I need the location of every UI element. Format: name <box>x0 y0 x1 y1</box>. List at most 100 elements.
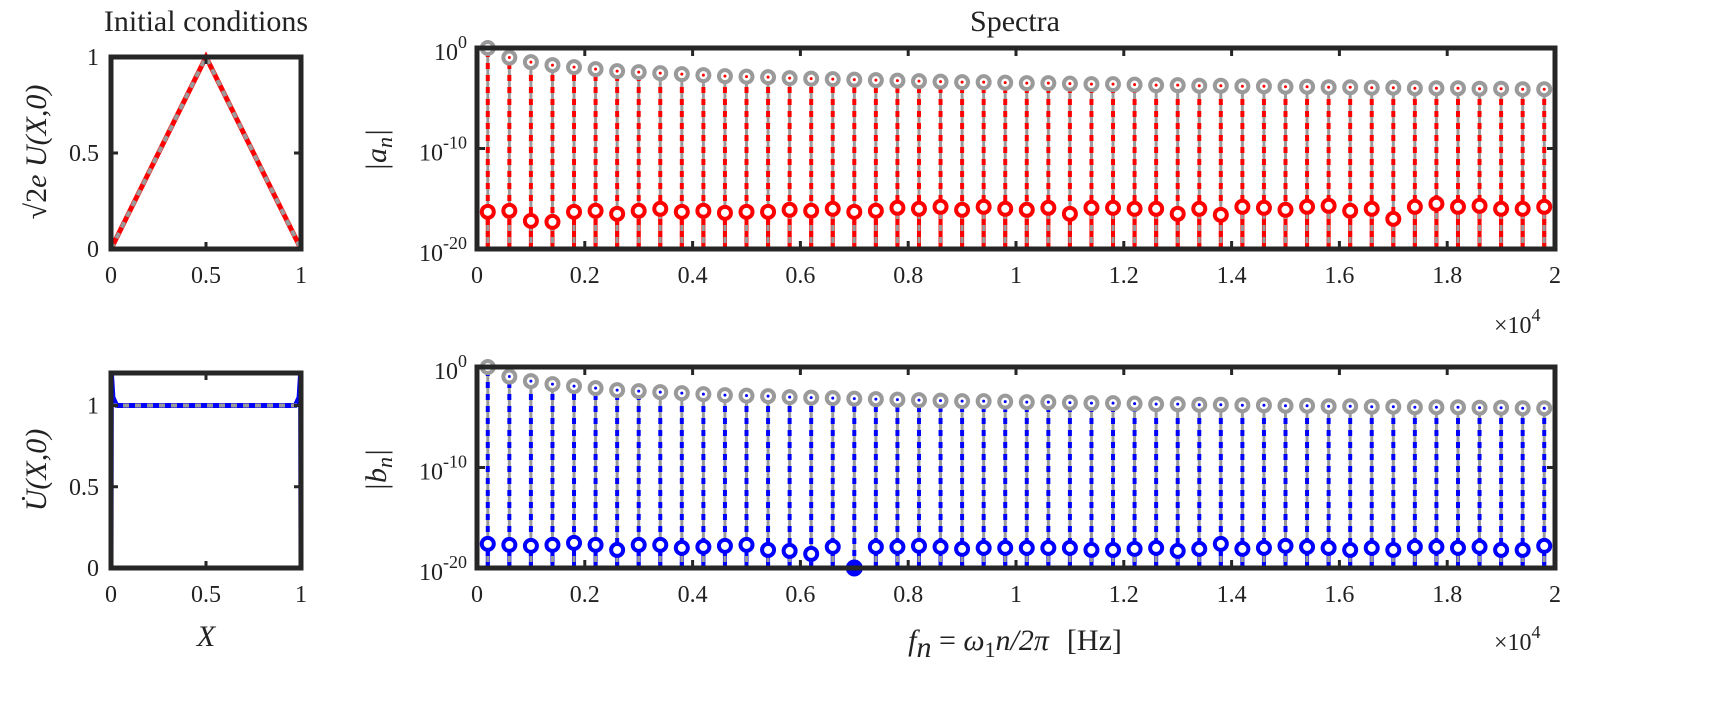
y-tick-label: 10-10 <box>419 452 467 486</box>
initial-displacement-panel: 0 0.5 1 0 0.5 1 <box>69 45 307 289</box>
ylabel-initial-displacement: √2e U(X,0) <box>20 85 53 220</box>
ylabel-b-sub: n <box>372 457 397 468</box>
marker-gray-center <box>1089 82 1093 86</box>
marker-red <box>975 198 992 215</box>
x-tick-label: 0 <box>471 263 483 289</box>
marker-gray-center <box>1370 86 1374 90</box>
marker-gray-center <box>1456 86 1460 90</box>
marker-blue <box>1212 535 1229 552</box>
marker-gray-center <box>723 393 727 397</box>
marker-red <box>1406 198 1423 215</box>
x-tick-label: 0.6 <box>785 582 815 608</box>
marker-gray-center <box>529 379 533 383</box>
marker-red <box>1299 198 1316 215</box>
marker-red <box>846 203 863 220</box>
marker-red <box>1061 205 1078 222</box>
marker-gray-center <box>1068 82 1072 86</box>
x-tick-label: 2 <box>1549 582 1561 608</box>
marker-blue <box>1406 538 1423 555</box>
x-tick-label: 1.6 <box>1324 582 1354 608</box>
marker-gray-center <box>895 79 899 83</box>
marker-red <box>1255 199 1272 216</box>
marker-gray-center <box>1456 405 1460 409</box>
marker-gray-center <box>1219 84 1223 88</box>
marker-red <box>1277 201 1294 218</box>
marker-blue <box>630 536 647 553</box>
marker-gray-center <box>1434 405 1438 409</box>
marker-blue <box>1083 541 1100 558</box>
marker-red <box>1514 200 1531 217</box>
marker-gray-center <box>1327 404 1331 408</box>
marker-gray-center <box>1046 400 1050 404</box>
ylabel-udot-symbol: U̇ <box>20 487 53 511</box>
x-tick-label: 0 <box>105 582 117 608</box>
marker-blue <box>803 545 820 562</box>
marker-gray-center <box>1284 85 1287 89</box>
marker-gray-center <box>917 79 921 83</box>
marker-gray-center <box>1025 400 1029 404</box>
xlabel-unit: [Hz] <box>1067 624 1122 657</box>
marker-gray-center <box>1370 405 1374 409</box>
marker-gray-center <box>1219 403 1223 407</box>
marker-blue <box>1363 539 1380 556</box>
marker-red <box>566 203 583 220</box>
marker-gray-center <box>1305 404 1309 408</box>
marker-gray-center <box>1348 85 1352 89</box>
marker-blue <box>1105 541 1122 558</box>
x-tick-label: 0.5 <box>191 582 221 608</box>
marker-blue <box>501 536 518 553</box>
marker-blue <box>587 536 604 553</box>
marker-gray-center <box>701 73 705 77</box>
marker-red <box>889 199 906 216</box>
exponent-label-bottom: ×104 <box>1494 622 1541 656</box>
marker-red <box>1363 200 1380 217</box>
marker-gray-center <box>1542 406 1546 410</box>
marker-gray-center <box>1025 81 1029 85</box>
curve-gray <box>109 52 303 250</box>
x-tick-label: 0 <box>105 263 117 289</box>
axes-frame <box>108 54 304 252</box>
marker-gray-center <box>809 396 813 400</box>
marker-gray-center <box>917 398 921 402</box>
marker-blue <box>1126 540 1143 557</box>
marker-gray-center <box>550 63 554 67</box>
marker-gray-center <box>1262 84 1266 88</box>
ylabel-a: |an| <box>360 129 397 172</box>
marker-gray-center <box>507 56 511 60</box>
marker-blue <box>1255 539 1272 556</box>
marker-gray-center <box>1434 86 1438 90</box>
marker-gray-center <box>658 71 662 75</box>
x-tick-label: 1 <box>1010 263 1022 289</box>
title-spectra: Spectra <box>970 5 1060 38</box>
title-initial-conditions: Initial conditions <box>104 5 308 38</box>
marker-gray-center <box>1154 402 1158 406</box>
marker-gray-center <box>1542 87 1546 91</box>
marker-blue <box>1493 541 1510 558</box>
ylabel-a-end: | <box>360 129 393 137</box>
x-tick-label: 1 <box>1010 582 1022 608</box>
y-tick-label: 1 <box>87 45 99 71</box>
marker-blue <box>1536 537 1553 554</box>
axes-frame <box>108 370 304 571</box>
x-tick-label: 0 <box>471 582 483 608</box>
marker-gray-center <box>745 75 748 79</box>
marker-gray-center <box>982 399 986 403</box>
marker-gray-center <box>809 77 813 81</box>
marker-gray-center <box>572 65 576 69</box>
marker-red <box>824 200 841 217</box>
marker-blue <box>932 538 949 555</box>
xlabel-eq: = <box>931 624 963 657</box>
marker-gray-center <box>1003 400 1007 404</box>
marker-gray-center <box>637 70 641 74</box>
marker-blue <box>609 541 626 558</box>
ylabel-sqrt2: √2 <box>20 188 53 219</box>
marker-gray-center <box>615 388 619 392</box>
marker-blue <box>1277 537 1294 554</box>
marker-gray-center <box>1413 405 1417 409</box>
xlabel-omega: ω <box>963 624 984 657</box>
ylabel-b-main: |b <box>360 468 393 491</box>
marker-red <box>1105 199 1122 216</box>
x-tick-label: 0.6 <box>785 263 815 289</box>
spectrum-b-panel: 0 0.2 0.4 0.6 0.8 1 1.2 1.4 1.6 1.8 2 100 10-10 10-20 <box>419 351 1561 608</box>
marker-gray-center <box>1240 403 1244 407</box>
